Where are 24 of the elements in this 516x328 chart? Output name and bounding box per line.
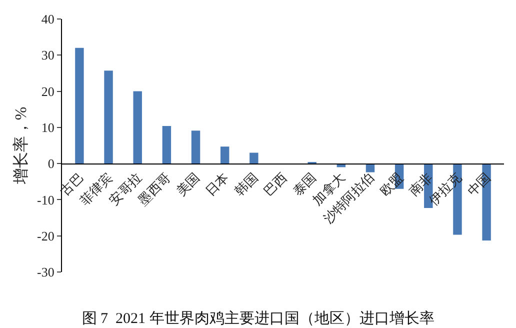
y-axis-title: 增长率，% <box>12 106 30 186</box>
x-tick-label: 美国 <box>173 170 202 199</box>
y-tick-label: 20 <box>41 84 54 99</box>
bar <box>191 130 200 164</box>
bar <box>220 146 230 164</box>
x-tick-label: 中国 <box>464 170 494 199</box>
y-tick-label: 40 <box>41 12 54 27</box>
text: 图 7 2021 年世界肉鸡主要进口国（地区）进口增长率 <box>82 310 434 328</box>
bar <box>75 48 84 164</box>
y-tick-label: 30 <box>41 48 54 63</box>
y-tick-label: 10 <box>41 120 54 135</box>
y-tick-label: 0 <box>48 156 54 172</box>
x-tick-label: 巴西 <box>260 170 290 199</box>
x-tick-label: 欧盟 <box>377 170 406 199</box>
x-tick-label: 韩国 <box>232 170 261 199</box>
bar <box>162 126 172 164</box>
x-tick-label: 日本 <box>202 170 232 199</box>
bar <box>104 70 113 164</box>
bar <box>133 91 142 164</box>
bar <box>366 164 375 172</box>
y-tick-label: -20 <box>37 228 54 244</box>
y-tick-label: -10 <box>37 192 54 208</box>
y-tick-label: -30 <box>37 264 54 280</box>
bar <box>250 152 258 164</box>
